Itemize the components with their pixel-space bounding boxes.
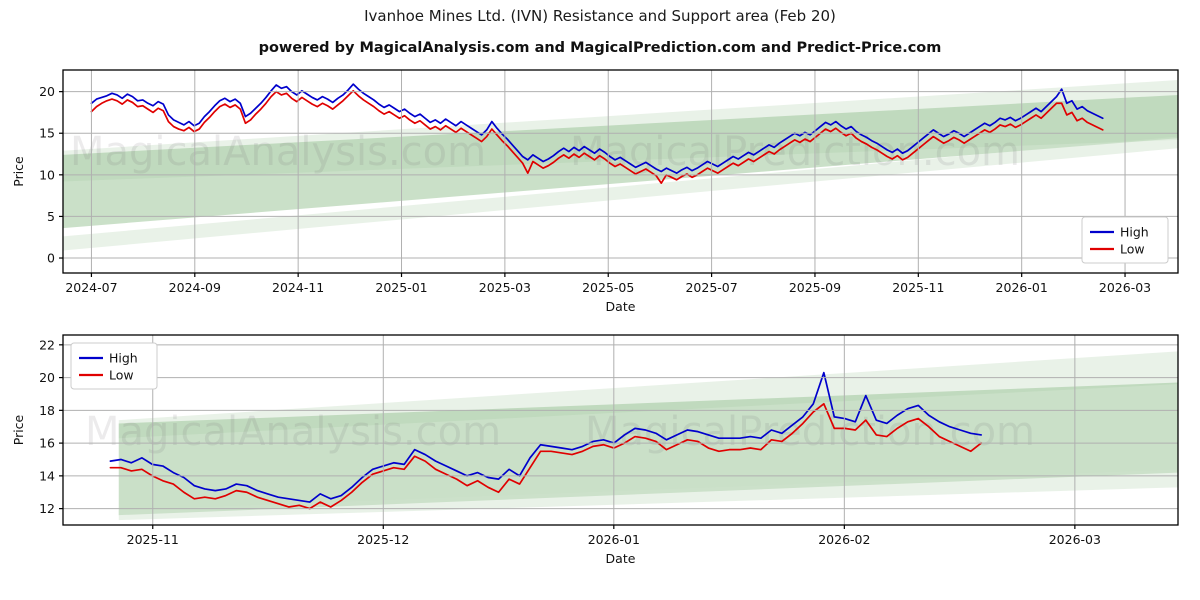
- x-tick-label: 2025-03: [479, 280, 531, 295]
- legend-box: [1081, 216, 1169, 264]
- x-tick-label: 2026-01: [588, 532, 640, 547]
- x-tick-label: 2026-03: [1049, 532, 1101, 547]
- series-line-high: [90, 83, 1104, 175]
- y-tick-label: 15: [39, 126, 55, 141]
- page-subtitle: powered by MagicalAnalysis.com and Magic…: [258, 40, 942, 56]
- band-rising-core: [63, 94, 1178, 229]
- legend: High Low: [70, 342, 158, 390]
- watermark: MagicalAnalysis.com: [70, 129, 486, 175]
- x-axis-label: Date: [606, 299, 636, 314]
- y-tick-label: 14: [39, 468, 55, 483]
- y-axis-label: Price: [11, 414, 26, 445]
- legend-label-high: High: [1120, 225, 1149, 240]
- x-axis-label: Date: [606, 551, 636, 566]
- x-tick-label: 2024-11: [272, 280, 324, 295]
- x-tick-label: 2024-09: [169, 280, 221, 295]
- y-axis-label: Price: [11, 156, 26, 187]
- x-tick-label: 2025-07: [685, 280, 737, 295]
- x-tick-label: 2025-09: [789, 280, 841, 295]
- zoom-chart-svg: MagicalAnalysis.com MagicalPrediction.com…: [11, 334, 1179, 566]
- x-tick-label: 2026-01: [996, 280, 1048, 295]
- y-tick-label: 20: [39, 370, 55, 385]
- y-tick-label: 18: [39, 403, 55, 418]
- plot-frame: [62, 334, 1179, 526]
- page-title: Ivanhoe Mines Ltd. (IVN) Resistance and …: [364, 7, 836, 25]
- plot-frame: [62, 69, 1179, 274]
- y-tick-label: 10: [39, 167, 55, 182]
- y-tick-label: 22: [39, 337, 55, 352]
- x-tick-label: 2026-03: [1099, 280, 1151, 295]
- series-line-low: [90, 89, 1104, 184]
- legend-box: [70, 342, 158, 390]
- overview-chart-panel: MagicalAnalysis.com MagicalPrediction.com…: [0, 60, 1200, 320]
- legend: High Low: [1081, 216, 1169, 264]
- series-line-low: [109, 402, 983, 510]
- x-tick-label: 2025-12: [357, 532, 409, 547]
- overview-chart-svg: MagicalAnalysis.com MagicalPrediction.com…: [11, 69, 1179, 314]
- x-tick-label: 2025-05: [582, 280, 634, 295]
- y-tick-label: 16: [39, 436, 55, 451]
- legend-label-low: Low: [1120, 242, 1145, 257]
- y-tick-label: 12: [39, 501, 55, 516]
- y-tick-label: 0: [47, 251, 55, 266]
- series-line-high: [109, 371, 983, 503]
- y-tick-label: 5: [47, 209, 55, 224]
- x-tick-label: 2025-11: [892, 280, 944, 295]
- legend-label-high: High: [109, 351, 138, 366]
- zoom-chart-panel: MagicalAnalysis.com MagicalPrediction.com…: [0, 325, 1200, 600]
- x-tick-label: 2026-02: [818, 532, 870, 547]
- y-tick-label: 20: [39, 84, 55, 99]
- x-tick-label: 2024-07: [65, 280, 117, 295]
- watermark: MagicalAnalysis.com: [85, 409, 501, 455]
- x-tick-label: 2025-01: [375, 280, 427, 295]
- watermark: MagicalPrediction.com: [570, 129, 1020, 175]
- legend-label-low: Low: [109, 368, 134, 383]
- band-rising-outer-lower: [63, 136, 1178, 251]
- x-tick-label: 2025-11: [127, 532, 179, 547]
